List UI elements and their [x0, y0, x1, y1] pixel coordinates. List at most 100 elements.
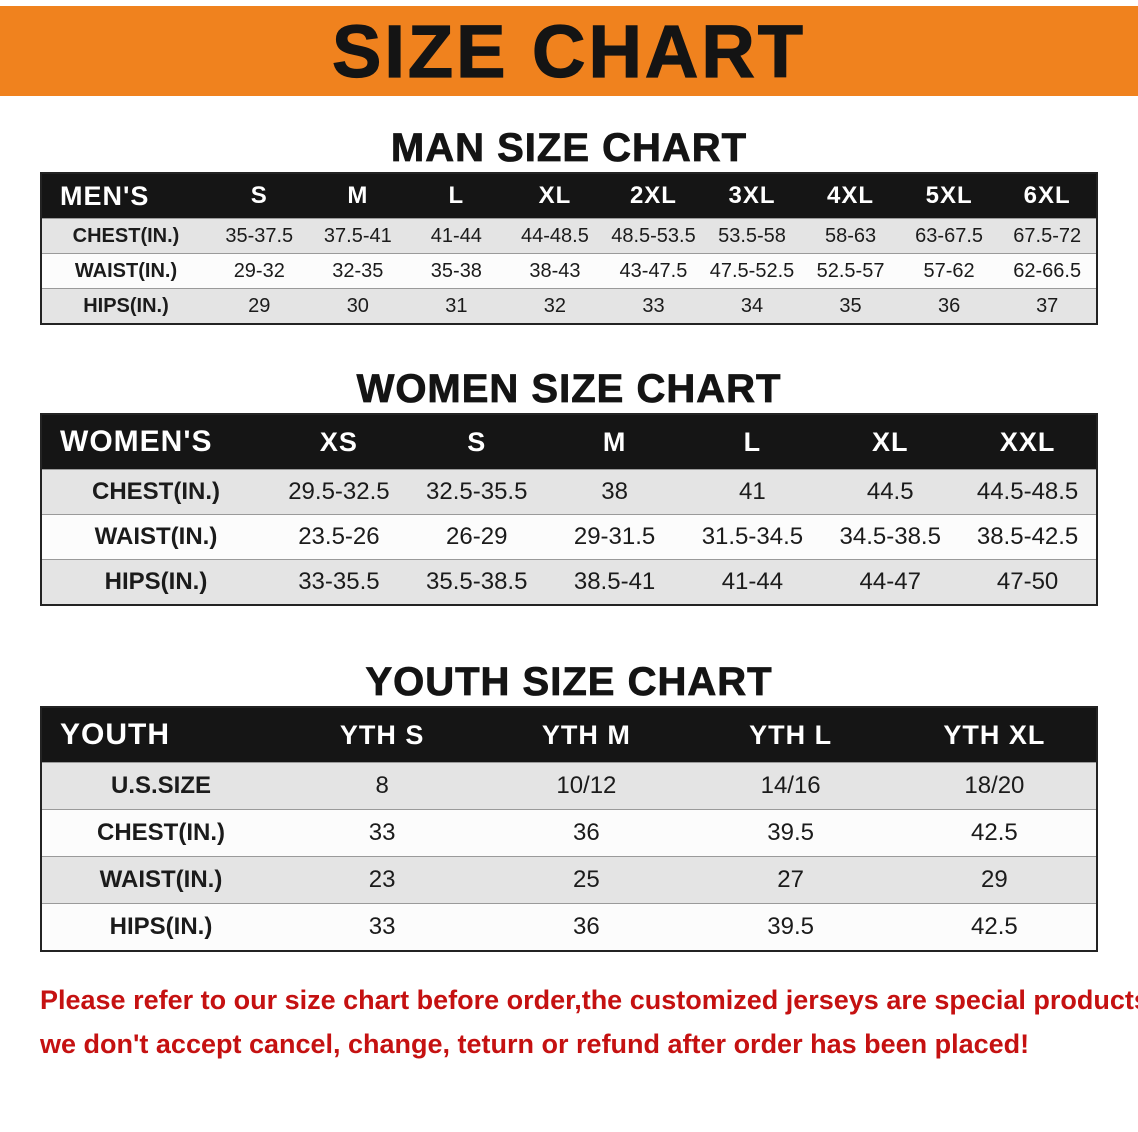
value-cell: 30 [308, 288, 408, 324]
value-cell: 34 [702, 288, 802, 324]
value-cell: 39.5 [688, 903, 893, 951]
man-section-title: MAN SIZE CHART [390, 126, 748, 171]
value-cell: 29-31.5 [545, 514, 684, 560]
row-label: CHEST(IN.) [41, 809, 280, 857]
value-cell: 36 [484, 809, 689, 857]
value-cell: 29-32 [210, 253, 309, 289]
value-cell: 14/16 [688, 762, 893, 810]
value-cell: 44-47 [821, 559, 960, 605]
column-header: YTH M [484, 707, 689, 763]
row-label: WAIST(IN.) [41, 856, 280, 904]
header-row: WOMEN'S XS S M L XL XXL [41, 414, 1097, 470]
column-header: 3XL [702, 173, 802, 219]
size-chart-banner: SIZE CHART [0, 6, 1138, 96]
table-row: HIPS(IN.) 33-35.5 35.5-38.5 38.5-41 41-44 44-… [41, 559, 1097, 605]
table-row: WAIST(IN.) 23.5-26 26-29 29-31.5 31.5-34.5 34… [41, 514, 1097, 560]
value-cell: 29 [210, 288, 309, 324]
youth-size-table: YOUTH YTH S YTH M YTH L YTH XL U.S.SIZE 8 10/12… [40, 706, 1098, 952]
column-header: S [407, 414, 546, 470]
women-section-title: WOMEN SIZE CHART [356, 367, 782, 412]
value-cell: 53.5-58 [702, 218, 802, 254]
row-label: HIPS(IN.) [41, 559, 270, 605]
column-header: M [308, 173, 408, 219]
column-header: L [683, 414, 822, 470]
column-header: 4XL [801, 173, 900, 219]
page-title: SIZE CHART [331, 9, 806, 93]
header-row: MEN'S S M L XL 2XL 3XL 4XL 5XL 6XL [41, 173, 1097, 219]
value-cell: 26-29 [407, 514, 546, 560]
row-label: HIPS(IN.) [41, 288, 210, 324]
value-cell: 44-48.5 [505, 218, 605, 254]
value-cell: 58-63 [801, 218, 900, 254]
row-label: CHEST(IN.) [41, 469, 270, 515]
value-cell: 35.5-38.5 [407, 559, 546, 605]
value-cell: 44.5-48.5 [959, 469, 1097, 515]
value-cell: 29 [892, 856, 1097, 904]
value-cell: 33-35.5 [270, 559, 408, 605]
value-cell: 31.5-34.5 [683, 514, 822, 560]
value-cell: 33 [604, 288, 703, 324]
value-cell: 41-44 [407, 218, 506, 254]
row-label: U.S.SIZE [41, 762, 280, 810]
column-header: XXL [959, 414, 1097, 470]
value-cell: 38.5-41 [545, 559, 684, 605]
value-cell: 32 [505, 288, 605, 324]
value-cell: 33 [280, 903, 485, 951]
table-row: HIPS(IN.) 29 30 31 32 33 34 35 36 37 [41, 288, 1097, 324]
header-row: YOUTH YTH S YTH M YTH L YTH XL [41, 707, 1097, 763]
value-cell: 38-43 [505, 253, 605, 289]
value-cell: 27 [688, 856, 893, 904]
value-cell: 10/12 [484, 762, 689, 810]
column-header: L [407, 173, 506, 219]
value-cell: 38.5-42.5 [959, 514, 1097, 560]
value-cell: 47-50 [959, 559, 1097, 605]
value-cell: 37 [998, 288, 1097, 324]
value-cell: 42.5 [892, 809, 1097, 857]
table-row: HIPS(IN.) 33 36 39.5 42.5 [41, 903, 1097, 951]
table-row: CHEST(IN.) 35-37.5 37.5-41 41-44 44-48.5 48.5… [41, 218, 1097, 254]
column-header: 5XL [899, 173, 999, 219]
value-cell: 36 [899, 288, 999, 324]
youth-section-title: YOUTH SIZE CHART [365, 660, 773, 705]
value-cell: 57-62 [899, 253, 999, 289]
table-row: WAIST(IN.) 29-32 32-35 35-38 38-43 43-47.5 47.… [41, 253, 1097, 289]
value-cell: 43-47.5 [604, 253, 703, 289]
column-header: XL [505, 173, 605, 219]
disclaimer-line-1: Please refer to our size chart before or… [40, 985, 1138, 1015]
value-cell: 18/20 [892, 762, 1097, 810]
value-cell: 44.5 [821, 469, 960, 515]
value-cell: 25 [484, 856, 689, 904]
column-header: 2XL [604, 173, 703, 219]
value-cell: 41-44 [683, 559, 822, 605]
value-cell: 41 [683, 469, 822, 515]
table-row: CHEST(IN.) 29.5-32.5 32.5-35.5 38 41 44.5 44.5… [41, 469, 1097, 515]
table-row: WAIST(IN.) 23 25 27 29 [41, 856, 1097, 904]
value-cell: 35-38 [407, 253, 506, 289]
value-cell: 39.5 [688, 809, 893, 857]
table-corner-label: YOUTH [41, 707, 280, 763]
value-cell: 37.5-41 [308, 218, 408, 254]
value-cell: 42.5 [892, 903, 1097, 951]
row-label: HIPS(IN.) [41, 903, 280, 951]
column-header: XS [270, 414, 408, 470]
value-cell: 35-37.5 [210, 218, 309, 254]
value-cell: 32.5-35.5 [407, 469, 546, 515]
value-cell: 32-35 [308, 253, 408, 289]
men-size-table: MEN'S S M L XL 2XL 3XL 4XL 5XL 6XL CHEST(IN.) 35-37… [40, 172, 1098, 325]
disclaimer-line-2: we don't accept cancel, change, teturn o… [40, 1029, 1030, 1059]
value-cell: 36 [484, 903, 689, 951]
row-label: WAIST(IN.) [41, 514, 270, 560]
column-header: XL [821, 414, 960, 470]
value-cell: 63-67.5 [899, 218, 999, 254]
column-header: S [210, 173, 309, 219]
value-cell: 33 [280, 809, 485, 857]
table-row: CHEST(IN.) 33 36 39.5 42.5 [41, 809, 1097, 857]
value-cell: 23.5-26 [270, 514, 408, 560]
table-row: U.S.SIZE 8 10/12 14/16 18/20 [41, 762, 1097, 810]
value-cell: 29.5-32.5 [270, 469, 408, 515]
value-cell: 47.5-52.5 [702, 253, 802, 289]
value-cell: 35 [801, 288, 900, 324]
column-header: YTH L [688, 707, 893, 763]
column-header: 6XL [998, 173, 1097, 219]
column-header: YTH S [280, 707, 485, 763]
